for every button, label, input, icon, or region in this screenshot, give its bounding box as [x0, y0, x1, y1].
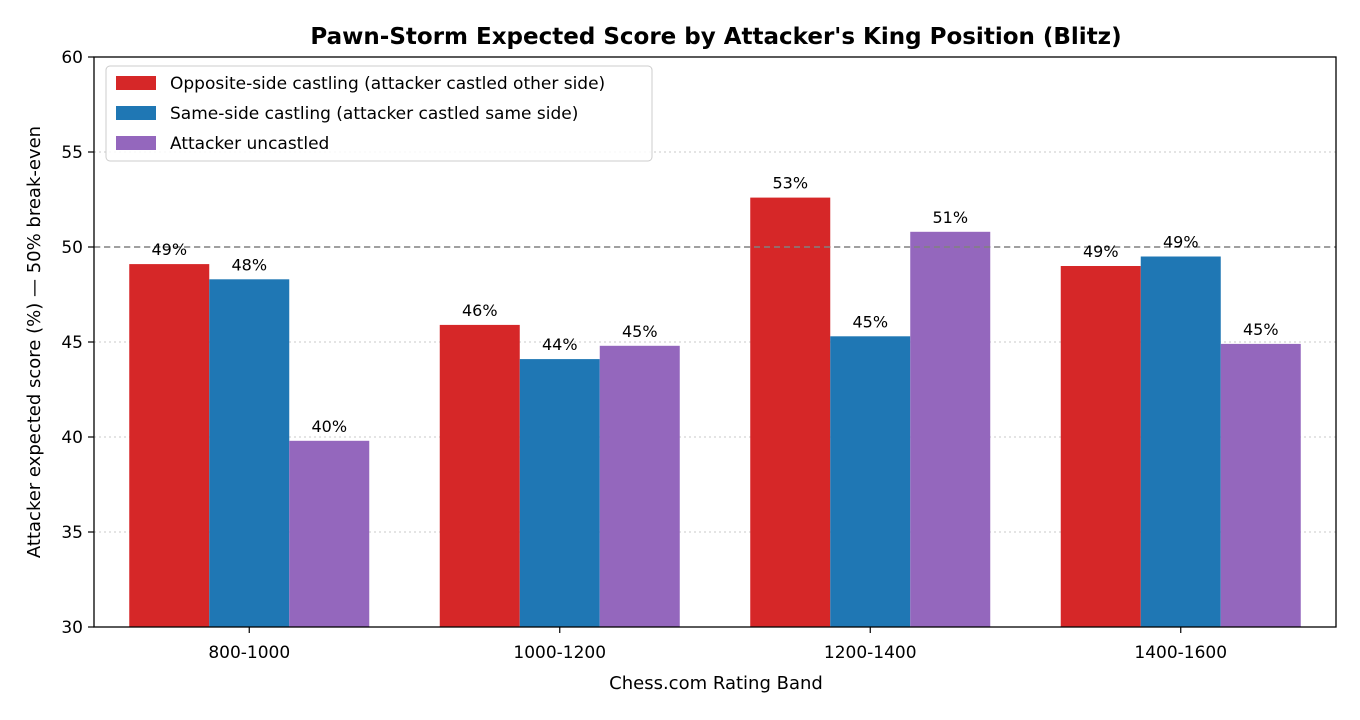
bar-value-label: 53% — [772, 174, 808, 193]
y-tick-label: 50 — [61, 238, 83, 258]
y-tick-label: 60 — [61, 48, 83, 68]
y-axis-label: Attacker expected score (%) — 50% break-… — [24, 126, 45, 558]
bar — [910, 231, 991, 628]
bar-value-label: 51% — [932, 208, 968, 227]
bar-value-label: 45% — [852, 312, 888, 331]
data-labels: 49% 48% 40% 46% 44% 45% 53% 45% 51% 49% 49% 45% — [151, 174, 1278, 436]
bar — [289, 440, 370, 627]
y-tick-label: 35 — [61, 523, 83, 543]
bar — [1060, 266, 1141, 627]
chart-title: Pawn-Storm Expected Score by Attacker's … — [310, 24, 1121, 50]
legend-swatch — [116, 76, 156, 90]
legend-swatch — [116, 136, 156, 150]
x-axis-label: Chess.com Rating Band — [609, 673, 823, 694]
bar — [519, 359, 600, 627]
bar-value-label: 49% — [1163, 233, 1199, 252]
legend-label: Opposite-side castling (attacker castled… — [170, 74, 605, 94]
bar — [750, 197, 831, 627]
bar — [439, 324, 520, 627]
x-tick-label: 1400-1600 — [1134, 643, 1227, 663]
legend: Opposite-side castling (attacker castled… — [105, 65, 653, 162]
y-tick-label: 55 — [61, 143, 83, 163]
bar-value-label: 46% — [462, 301, 498, 320]
bar-value-label: 45% — [1243, 320, 1279, 339]
x-tick-label: 1200-1400 — [824, 643, 917, 663]
y-tick-label: 30 — [61, 618, 83, 638]
x-tick-label: 1000-1200 — [513, 643, 606, 663]
axes: 30 35 40 45 50 55 60 800-1000 1000-1200 1200-1400… — [61, 48, 1337, 663]
y-tick-label: 40 — [61, 428, 83, 448]
y-tick-label: 45 — [61, 333, 83, 353]
legend-swatch — [116, 106, 156, 120]
legend-label: Same-side castling (attacker castled sam… — [170, 104, 578, 124]
bar-value-label: 49% — [151, 240, 187, 259]
legend-box — [105, 65, 653, 162]
bars — [129, 197, 1301, 628]
bar — [830, 336, 911, 627]
x-tick-label: 800-1000 — [208, 643, 290, 663]
bar-value-label: 48% — [231, 255, 267, 274]
bar — [1140, 256, 1221, 627]
bar-value-label: 44% — [542, 335, 578, 354]
legend-label: Attacker uncastled — [170, 134, 329, 154]
bar — [599, 345, 680, 627]
bar-value-label: 49% — [1083, 242, 1119, 261]
bar — [129, 264, 210, 627]
bar — [1220, 343, 1301, 627]
bar-value-label: 40% — [311, 417, 347, 436]
bar-value-label: 45% — [622, 322, 658, 341]
bar — [209, 279, 290, 627]
